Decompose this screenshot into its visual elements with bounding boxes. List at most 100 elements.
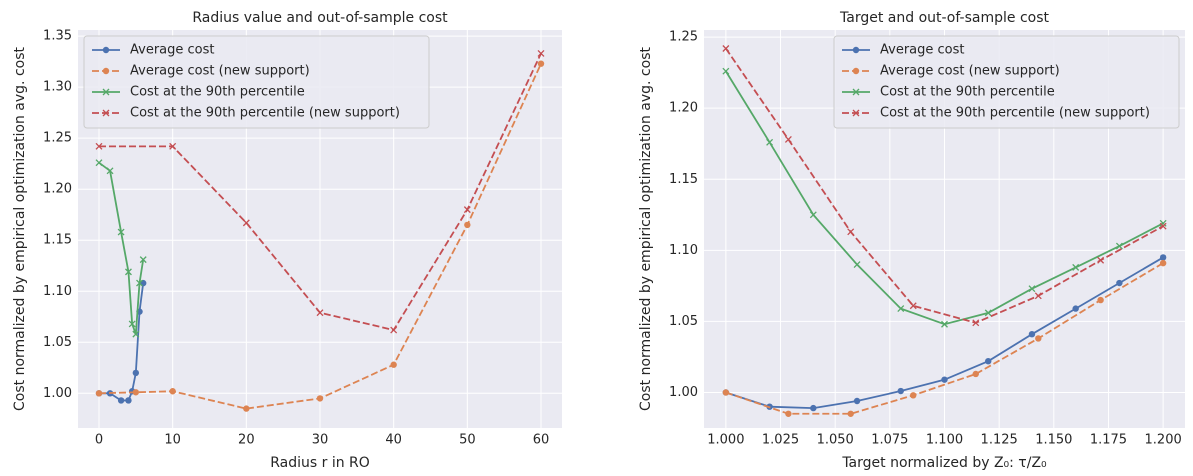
marker-stroke bbox=[106, 167, 114, 175]
x-tick-label: 1.150 bbox=[1035, 433, 1072, 448]
marker bbox=[1034, 292, 1042, 300]
marker-stroke bbox=[1159, 222, 1167, 230]
marker-stroke bbox=[102, 88, 110, 96]
marker bbox=[243, 405, 250, 412]
marker bbox=[1072, 305, 1079, 312]
marker-stroke bbox=[766, 138, 774, 146]
marker bbox=[132, 369, 140, 377]
marker bbox=[316, 309, 324, 317]
y-axis-label: Cost normalized by empirical optimizatio… bbox=[12, 47, 28, 411]
legend-marker bbox=[852, 109, 860, 117]
y-tick-label: 1.00 bbox=[669, 385, 698, 400]
legend-marker bbox=[102, 109, 110, 117]
y-tick-label: 1.25 bbox=[43, 131, 72, 146]
marker-stroke bbox=[897, 305, 905, 313]
x-tick-label: 60 bbox=[533, 433, 550, 448]
x-tick-label: 0 bbox=[95, 433, 103, 448]
x-tick-label: 40 bbox=[385, 433, 402, 448]
marker bbox=[95, 159, 103, 167]
marker-stroke bbox=[852, 88, 860, 96]
marker-stroke bbox=[847, 228, 855, 236]
marker bbox=[169, 388, 176, 395]
marker bbox=[722, 67, 730, 75]
x-tick-label: 1.050 bbox=[817, 433, 854, 448]
marker-stroke bbox=[853, 261, 861, 268]
legend-marker bbox=[852, 67, 860, 75]
x-tick-label: 1.200 bbox=[1145, 433, 1182, 448]
marker bbox=[316, 395, 324, 402]
marker-stroke bbox=[1034, 292, 1042, 300]
legend-label: Average cost bbox=[130, 43, 215, 58]
marker bbox=[125, 397, 132, 404]
series-line bbox=[98, 161, 145, 335]
x-tick-label: 1.125 bbox=[981, 433, 1018, 448]
marker bbox=[941, 320, 948, 328]
marker-stroke bbox=[316, 309, 324, 317]
legend-label: Average cost (new support) bbox=[130, 64, 310, 79]
marker bbox=[125, 268, 132, 276]
marker-stroke bbox=[117, 228, 125, 236]
legend-box bbox=[833, 35, 1180, 129]
y-tick-label: 1.30 bbox=[43, 80, 72, 95]
y-tick-label: 1.15 bbox=[43, 233, 72, 248]
marker bbox=[1159, 222, 1167, 230]
marker bbox=[972, 370, 979, 378]
marker bbox=[847, 228, 855, 236]
marker bbox=[785, 410, 792, 417]
y-tick-label: 1.35 bbox=[43, 29, 72, 44]
marker bbox=[897, 387, 904, 395]
marker bbox=[132, 330, 140, 338]
y-tick-label: 1.20 bbox=[43, 182, 72, 197]
marker bbox=[985, 357, 992, 365]
marker-stroke bbox=[1028, 285, 1036, 293]
marker bbox=[117, 228, 125, 236]
y-axis-label: Cost normalized by empirical optimizatio… bbox=[638, 47, 654, 411]
marker-stroke bbox=[95, 159, 103, 167]
marker bbox=[809, 211, 817, 219]
marker bbox=[897, 305, 905, 313]
y-tick-label: 1.25 bbox=[669, 30, 698, 45]
marker bbox=[1115, 242, 1123, 250]
marker bbox=[1035, 335, 1042, 342]
marker bbox=[1028, 330, 1036, 338]
marker bbox=[1028, 285, 1036, 293]
x-tick-label: 1.025 bbox=[762, 433, 799, 448]
x-tick-label: 10 bbox=[164, 433, 181, 448]
marker-stroke bbox=[242, 219, 250, 227]
marker bbox=[941, 376, 948, 383]
marker bbox=[463, 206, 471, 214]
marker-stroke bbox=[139, 256, 147, 264]
marker bbox=[537, 60, 545, 67]
marker bbox=[464, 221, 471, 229]
marker-stroke bbox=[128, 320, 136, 328]
marker bbox=[390, 326, 398, 334]
x-tick-label: 1.100 bbox=[926, 433, 963, 448]
legend-box bbox=[83, 35, 430, 129]
marker bbox=[972, 319, 980, 327]
series-line bbox=[725, 47, 1164, 324]
marker bbox=[1159, 254, 1167, 261]
marker-stroke bbox=[102, 109, 110, 117]
marker-stroke bbox=[132, 330, 140, 338]
chart-title: Target and out-of-sample cost bbox=[839, 10, 1049, 26]
marker-stroke bbox=[136, 279, 143, 287]
marker-stroke bbox=[537, 50, 545, 57]
marker bbox=[117, 397, 125, 404]
marker bbox=[95, 390, 103, 397]
legend-label: Cost at the 90th percentile (new support… bbox=[880, 106, 1150, 121]
marker-stroke bbox=[722, 45, 730, 52]
marker bbox=[909, 302, 917, 310]
series-line bbox=[725, 262, 1164, 415]
legend-marker bbox=[102, 46, 110, 54]
marker bbox=[1159, 219, 1167, 227]
legend-marker bbox=[852, 46, 860, 54]
legend-label: Average cost (new support) bbox=[880, 64, 1060, 79]
marker bbox=[810, 404, 817, 412]
marker bbox=[390, 361, 397, 368]
marker-stroke bbox=[909, 302, 917, 310]
marker-stroke bbox=[809, 211, 817, 219]
marker bbox=[95, 142, 103, 150]
chart-title: Radius value and out-of-sample cost bbox=[192, 10, 448, 26]
x-tick-label: 50 bbox=[459, 433, 476, 448]
marker-stroke bbox=[390, 326, 398, 334]
